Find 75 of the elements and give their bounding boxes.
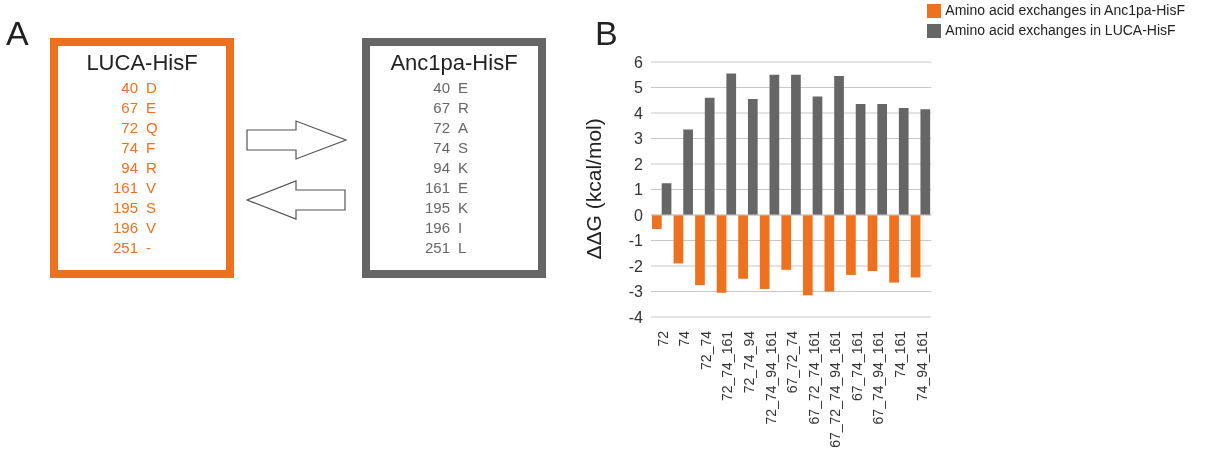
x-tick-label: 67_74_94_161 xyxy=(870,330,887,425)
bar xyxy=(877,104,888,215)
bar xyxy=(791,74,801,215)
y-tick-label: 4 xyxy=(634,104,644,122)
y-axis-title: ΔΔG (kcal/mol) xyxy=(582,118,606,260)
bar xyxy=(889,215,899,283)
text: 161 V xyxy=(111,178,157,198)
x-tick-label: 72_74 xyxy=(697,330,714,370)
bar xyxy=(738,215,748,279)
y-tick-label: -1 xyxy=(628,232,644,250)
legend-label: Amino acid exchanges in Anc1pa-HisF xyxy=(945,2,1185,18)
x-tick-label: 72 xyxy=(654,330,671,347)
text: B xyxy=(595,14,618,53)
bar xyxy=(652,215,662,230)
text: 161 E xyxy=(423,178,469,198)
text: 67 E xyxy=(120,98,157,118)
bar xyxy=(769,74,780,215)
bar xyxy=(673,215,684,264)
bar xyxy=(834,76,844,215)
y-tick-label: 6 xyxy=(634,53,644,71)
text: 251 L xyxy=(423,238,468,258)
bar xyxy=(812,96,823,215)
bar xyxy=(802,215,813,296)
text: 196 I xyxy=(423,218,464,238)
x-tick-label: 74_94_161 xyxy=(913,330,930,402)
bar xyxy=(661,183,672,215)
y-tick-label: -4 xyxy=(628,308,644,326)
bar xyxy=(910,215,921,278)
bar xyxy=(683,129,693,215)
text: 195 S xyxy=(111,198,157,218)
legend-label: Amino acid exchanges in LUCA-HisF xyxy=(945,22,1176,38)
text: 72 A xyxy=(432,118,469,138)
bar xyxy=(716,215,727,293)
y-tick-label: 1 xyxy=(634,181,644,199)
x-tick-label: 67_72_74_94_161 xyxy=(827,330,844,448)
bar xyxy=(855,104,866,215)
x-tick-label: 67_74_161 xyxy=(848,330,865,402)
x-tick-label: 67_72_74_161 xyxy=(805,330,822,425)
bar xyxy=(846,215,856,275)
y-tick-label: 0 xyxy=(634,206,644,224)
y-tick-label: 5 xyxy=(634,79,644,97)
text: 251 - xyxy=(111,238,152,258)
bar xyxy=(704,97,715,215)
x-tick-label: 74 xyxy=(676,330,693,347)
bar xyxy=(824,215,835,292)
y-tick-label: -3 xyxy=(628,283,644,301)
text: 67 R xyxy=(432,98,470,118)
text: 74 F xyxy=(120,138,157,158)
x-tick-label: 72_74_94_161 xyxy=(762,330,779,425)
bar xyxy=(920,109,931,215)
y-tick-label: 3 xyxy=(634,130,644,148)
x-tick-label: 72_74_94 xyxy=(741,330,758,394)
text: 196 V xyxy=(111,218,157,238)
text: LUCA-HisF xyxy=(85,50,199,76)
text: 74 S xyxy=(432,138,469,158)
bar xyxy=(695,215,705,286)
bar xyxy=(747,98,758,215)
text: 94 K xyxy=(432,158,469,178)
y-tick-label: -2 xyxy=(628,257,644,275)
x-tick-label: 72_74_161 xyxy=(719,330,736,402)
y-tick-label: 2 xyxy=(634,155,644,173)
text: A xyxy=(6,14,29,53)
bar xyxy=(726,73,737,215)
text: Anc1pa-HisF xyxy=(389,50,519,76)
text: 94 R xyxy=(120,158,158,178)
x-tick-label: 74_161 xyxy=(891,330,908,378)
bar xyxy=(898,107,909,215)
bar xyxy=(781,215,792,270)
x-tick-label: 67_72_74 xyxy=(784,330,801,394)
bar xyxy=(867,215,878,272)
bar xyxy=(759,215,770,289)
text: 72 Q xyxy=(120,118,159,138)
text: 40 D xyxy=(120,78,158,98)
text: 195 K xyxy=(423,198,469,218)
text: 40 E xyxy=(432,78,469,98)
